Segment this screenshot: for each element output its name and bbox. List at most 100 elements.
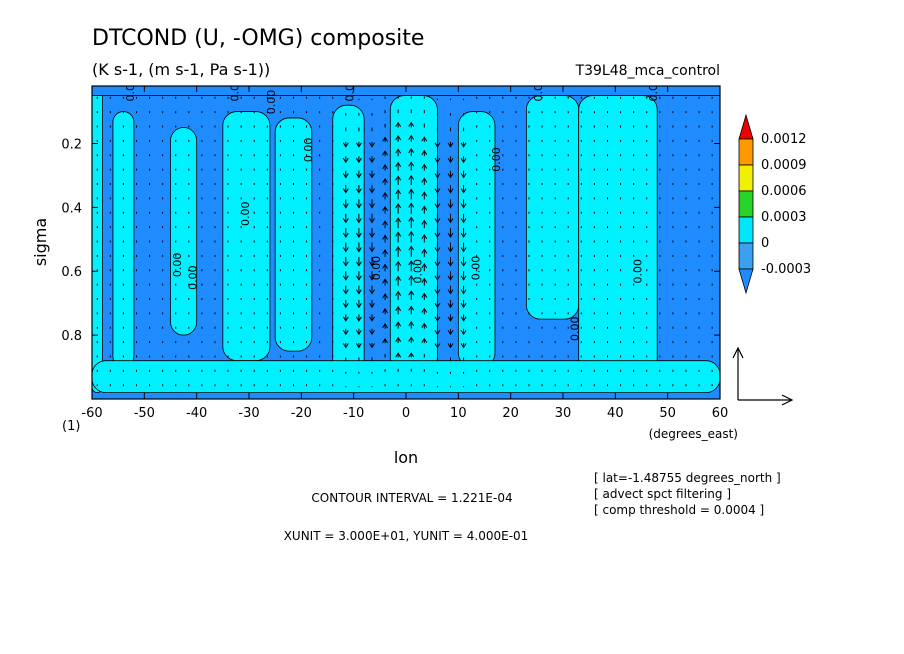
contour-region-0 bbox=[92, 86, 103, 394]
vector-head-556 bbox=[434, 247, 441, 253]
vector-head-561 bbox=[434, 316, 441, 322]
y-tick-label-2: 0.6 bbox=[61, 265, 82, 280]
x-tick-label-6: 0 bbox=[402, 406, 410, 421]
colorbar-max-triangle bbox=[738, 113, 754, 140]
vector-head-450 bbox=[369, 232, 375, 239]
chart-title: DTCOND (U, -OMG) composite bbox=[92, 26, 424, 51]
vector-head-489 bbox=[395, 175, 402, 181]
vector-head-408 bbox=[342, 232, 349, 239]
vector-head-429 bbox=[355, 232, 362, 239]
vector-head-466 bbox=[382, 150, 388, 156]
vector-head-476 bbox=[382, 293, 388, 299]
vector-head-453 bbox=[369, 275, 375, 281]
vector-head-601 bbox=[460, 289, 467, 295]
vector-head-574 bbox=[447, 203, 454, 209]
vector-head-432 bbox=[355, 275, 362, 281]
vector-head-538 bbox=[421, 277, 428, 283]
contour-label-2: 0.00 bbox=[344, 77, 357, 102]
vector-head-403 bbox=[342, 157, 349, 164]
vector-head-433 bbox=[355, 289, 362, 295]
vector-head-532 bbox=[421, 191, 428, 197]
vector-head-444 bbox=[369, 142, 375, 148]
vector-head-595 bbox=[460, 203, 467, 209]
contour-region-9 bbox=[578, 95, 658, 384]
colorbar-label-1: 0 bbox=[761, 236, 769, 251]
colorbar-min-triangle bbox=[738, 268, 754, 295]
colorbar-label-4: 0.0009 bbox=[761, 158, 807, 173]
reference-vector bbox=[732, 346, 794, 406]
vector-head-487 bbox=[395, 148, 402, 154]
vector-head-424 bbox=[355, 157, 362, 164]
vector-head-510 bbox=[408, 174, 415, 181]
vector-head-579 bbox=[447, 275, 454, 281]
vector-head-533 bbox=[421, 205, 428, 211]
x-tick-label-11: 50 bbox=[659, 406, 676, 421]
x-tick-label-1: -50 bbox=[134, 406, 155, 421]
vector-head-515 bbox=[408, 245, 415, 251]
x-axis-label: lon bbox=[394, 448, 418, 467]
vector-head-423 bbox=[355, 142, 362, 148]
vector-head-436 bbox=[355, 329, 362, 336]
vector-head-592 bbox=[460, 157, 467, 164]
contour-region-4 bbox=[274, 117, 313, 352]
vector-head-430 bbox=[355, 247, 362, 253]
contour-interval: CONTOUR INTERVAL = 1.221E-04 bbox=[311, 491, 512, 505]
vector-head-457 bbox=[369, 329, 375, 336]
vector-head-411 bbox=[342, 275, 349, 281]
vector-head-562 bbox=[434, 329, 441, 336]
vector-head-473 bbox=[382, 249, 388, 255]
vector-head-551 bbox=[434, 173, 441, 179]
contour-region-10 bbox=[92, 360, 720, 394]
vector-head-520 bbox=[408, 320, 415, 327]
vector-head-554 bbox=[434, 218, 441, 224]
vector-head-600 bbox=[460, 275, 467, 281]
vector-head-513 bbox=[408, 216, 415, 222]
vector-head-593 bbox=[460, 173, 467, 179]
contour-label-6: 0.00 bbox=[302, 138, 315, 163]
x-tick-label-5: -10 bbox=[343, 406, 364, 421]
vector-head-584 bbox=[447, 343, 454, 349]
vector-head-427 bbox=[355, 203, 362, 209]
contour-label-11: 0.00 bbox=[370, 256, 383, 281]
vector-head-516 bbox=[408, 260, 415, 266]
vector-head-491 bbox=[395, 203, 402, 209]
vector-head-596 bbox=[460, 218, 467, 224]
vector-head-496 bbox=[395, 275, 402, 281]
contour-fills bbox=[92, 86, 720, 394]
vector-head-534 bbox=[421, 219, 428, 225]
colorbar: -0.0003 0 0.0003 0.0006 0.0009 0.0012 bbox=[738, 113, 811, 295]
vector-head-455 bbox=[369, 303, 375, 309]
vector-head-475 bbox=[382, 278, 388, 284]
vector-head-570 bbox=[447, 142, 454, 148]
vector-head-558 bbox=[434, 275, 441, 281]
x-tick-label-10: 40 bbox=[607, 406, 624, 421]
vector-head-471 bbox=[382, 220, 388, 226]
y-tick-label-3: 0.8 bbox=[61, 329, 82, 344]
x-tick-label-4: -20 bbox=[291, 406, 312, 421]
wind-vectors bbox=[96, 96, 713, 388]
vector-head-572 bbox=[447, 173, 454, 179]
vector-head-542 bbox=[421, 337, 428, 343]
vector-head-405 bbox=[342, 188, 349, 194]
vector-head-454 bbox=[369, 289, 375, 295]
vector-head-478 bbox=[382, 322, 388, 329]
vector-head-495 bbox=[395, 260, 402, 266]
vector-head-591 bbox=[460, 142, 467, 148]
vector-head-434 bbox=[355, 303, 362, 309]
vector-head-582 bbox=[447, 316, 454, 322]
vector-head-576 bbox=[447, 232, 454, 239]
vector-head-485 bbox=[395, 121, 402, 128]
vector-head-509 bbox=[408, 161, 415, 167]
vector-head-458 bbox=[369, 343, 375, 349]
vector-head-413 bbox=[342, 303, 349, 309]
contour-label-0: 0.00 bbox=[124, 77, 137, 102]
vector-head-492 bbox=[395, 217, 402, 223]
contour-label-12: 0.00 bbox=[412, 259, 425, 284]
vector-head-540 bbox=[421, 307, 428, 313]
vector-head-402 bbox=[342, 142, 349, 148]
vector-head-604 bbox=[460, 329, 467, 336]
vector-head-452 bbox=[369, 261, 375, 267]
vector-head-498 bbox=[395, 305, 402, 312]
vector-head-465 bbox=[382, 136, 388, 142]
vector-head-581 bbox=[447, 303, 454, 309]
